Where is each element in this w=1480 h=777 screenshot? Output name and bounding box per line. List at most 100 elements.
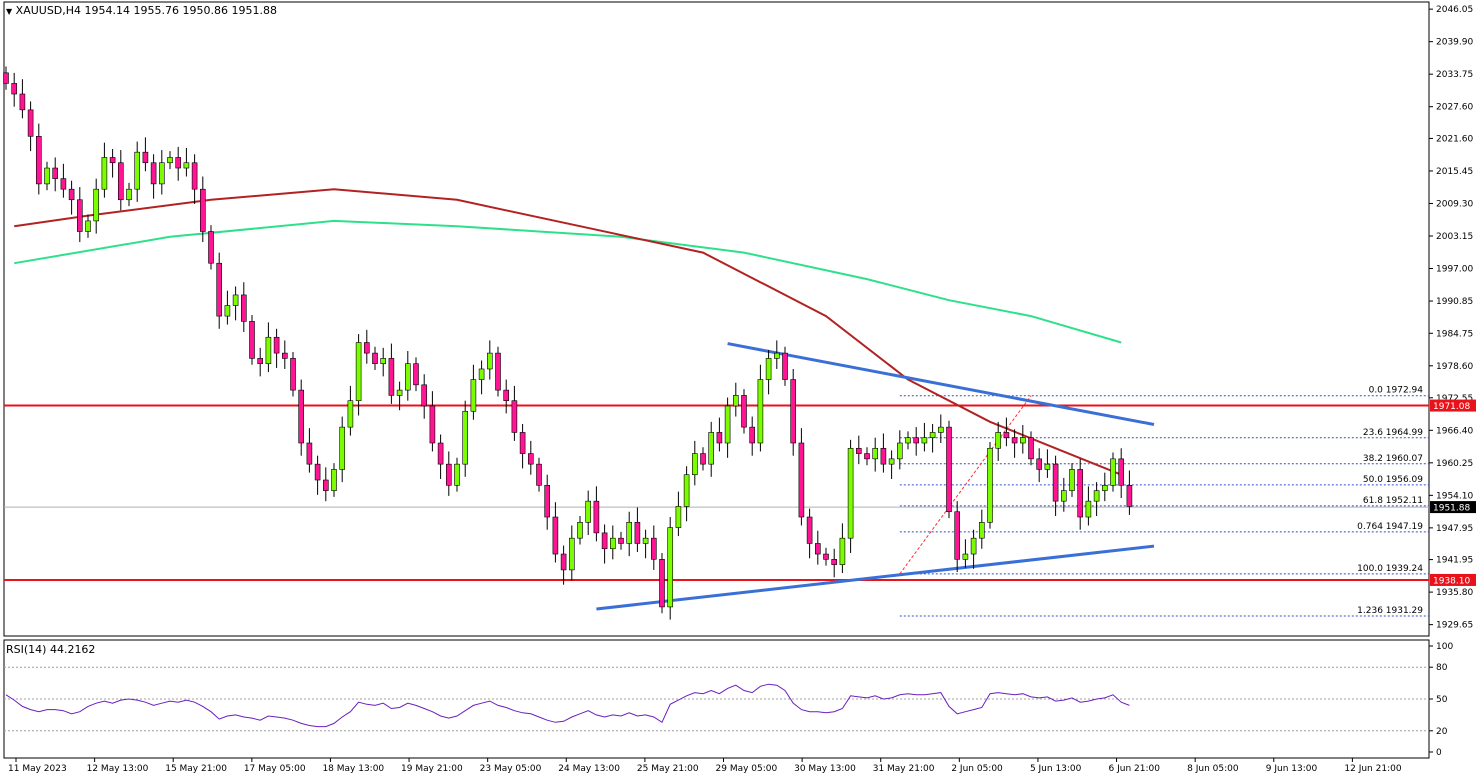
candle-body bbox=[847, 447, 854, 539]
candle-body bbox=[1061, 490, 1067, 502]
moving-average-slow-line bbox=[14, 219, 1122, 344]
candle-body bbox=[798, 442, 805, 518]
candle-body bbox=[1077, 469, 1083, 518]
candle-body bbox=[208, 231, 214, 264]
x-tick-label: 18 May 13:00 bbox=[322, 764, 384, 774]
candle-body bbox=[437, 442, 444, 465]
candle-body bbox=[273, 336, 280, 354]
candle-body bbox=[978, 522, 985, 539]
fib-level-label: 61.8 1952.11 bbox=[1363, 496, 1423, 506]
x-tick-label: 2 Jun 05:00 bbox=[951, 764, 1003, 774]
candle-body bbox=[3, 72, 9, 84]
candle-body bbox=[421, 384, 428, 407]
rsi-label: RSI(14) 44.2162 bbox=[6, 643, 96, 656]
candle-body bbox=[1126, 484, 1133, 507]
candle-body bbox=[511, 400, 518, 433]
candle-body bbox=[544, 484, 551, 518]
candle-body bbox=[552, 516, 559, 555]
support-trendline bbox=[596, 544, 1155, 611]
fib-level-label: 38.2 1960.07 bbox=[1363, 454, 1423, 464]
x-tick-label: 6 Jun 21:00 bbox=[1109, 764, 1161, 774]
candle-body bbox=[962, 553, 969, 560]
candle-body bbox=[159, 162, 165, 185]
candle-body bbox=[306, 442, 313, 465]
candle-body bbox=[946, 426, 952, 513]
candle-body bbox=[536, 463, 542, 486]
y-tick-label: 2033.75 bbox=[1436, 70, 1473, 80]
candle-body bbox=[339, 426, 346, 470]
x-tick-label: 12 May 13:00 bbox=[87, 764, 149, 774]
candle-body bbox=[224, 305, 231, 317]
candle-body bbox=[1085, 500, 1092, 518]
x-tick-label: 15 May 21:00 bbox=[165, 764, 227, 774]
candle-body bbox=[749, 426, 756, 444]
candle-body bbox=[216, 262, 222, 317]
x-tick-label: 9 Jun 13:00 bbox=[1266, 764, 1318, 774]
fib-level-label: 0.764 1947.19 bbox=[1357, 522, 1423, 532]
candle-body bbox=[905, 437, 911, 444]
fib-level-label: 50.0 1956.09 bbox=[1363, 475, 1423, 485]
y-tick-label: 2009.30 bbox=[1436, 199, 1473, 209]
x-tick-label: 31 May 21:00 bbox=[873, 764, 935, 774]
candle-body bbox=[35, 136, 42, 185]
candle-body bbox=[183, 162, 190, 169]
candle-body bbox=[782, 352, 788, 380]
candle-body bbox=[314, 463, 321, 481]
candle-body bbox=[1110, 458, 1116, 486]
candle-body bbox=[601, 532, 608, 550]
candle-body bbox=[101, 157, 108, 190]
candle-body bbox=[691, 453, 698, 476]
candle-body bbox=[650, 537, 657, 560]
rsi-tick-label: 50 bbox=[1436, 695, 1448, 705]
candle-body bbox=[987, 447, 993, 523]
candle-body bbox=[503, 389, 510, 401]
candle-body bbox=[241, 294, 247, 322]
x-tick-label: 23 May 05:00 bbox=[480, 764, 542, 774]
candle-body bbox=[519, 432, 526, 454]
candle-body bbox=[126, 188, 132, 201]
y-tick-label: 1954.10 bbox=[1436, 491, 1473, 501]
y-tick-label: 1966.40 bbox=[1436, 426, 1473, 436]
resistance-trendline bbox=[727, 342, 1155, 426]
candle-body bbox=[388, 358, 395, 396]
candle-body bbox=[290, 358, 296, 391]
candle-body bbox=[1052, 463, 1059, 502]
y-tick-label: 1941.95 bbox=[1436, 556, 1473, 566]
candle-body bbox=[478, 368, 485, 380]
y-tick-label: 2003.15 bbox=[1436, 232, 1473, 242]
y-tick-label: 1960.25 bbox=[1436, 459, 1473, 469]
collapse-triangle-icon[interactable]: ▼ bbox=[6, 7, 13, 16]
candle-body bbox=[27, 109, 34, 137]
y-tick-label: 2046.05 bbox=[1436, 5, 1473, 15]
candle-body bbox=[167, 157, 173, 164]
level-price-tag: 1938.10 bbox=[1433, 576, 1470, 586]
candle-body bbox=[118, 162, 124, 201]
candle-body bbox=[814, 543, 821, 555]
candle-body bbox=[298, 389, 305, 444]
candle-body bbox=[470, 379, 477, 412]
candle-body bbox=[790, 379, 797, 444]
candle-body bbox=[77, 199, 83, 232]
rsi-tick-label: 20 bbox=[1436, 727, 1448, 737]
candle-body bbox=[142, 151, 149, 164]
candle-body bbox=[347, 400, 354, 428]
candle-body bbox=[486, 352, 493, 370]
candle-body bbox=[700, 453, 706, 465]
candle-body bbox=[85, 220, 91, 232]
candle-body bbox=[683, 474, 690, 507]
candle-body bbox=[380, 358, 387, 364]
candle-body bbox=[1044, 463, 1051, 470]
current-price-tag: 1951.88 bbox=[1433, 504, 1470, 514]
candle-body bbox=[1118, 458, 1124, 486]
y-tick-label: 1972.55 bbox=[1436, 394, 1473, 404]
y-tick-label: 1947.95 bbox=[1436, 524, 1473, 534]
candle-body bbox=[716, 432, 723, 444]
y-tick-label: 2021.60 bbox=[1436, 134, 1473, 144]
y-tick-label: 2027.60 bbox=[1436, 103, 1473, 113]
candle-body bbox=[708, 432, 715, 465]
candle-body bbox=[11, 83, 17, 95]
main-pane-frame bbox=[3, 1, 1430, 637]
y-tick-label: 2015.45 bbox=[1436, 167, 1473, 177]
candle-body bbox=[191, 162, 198, 190]
